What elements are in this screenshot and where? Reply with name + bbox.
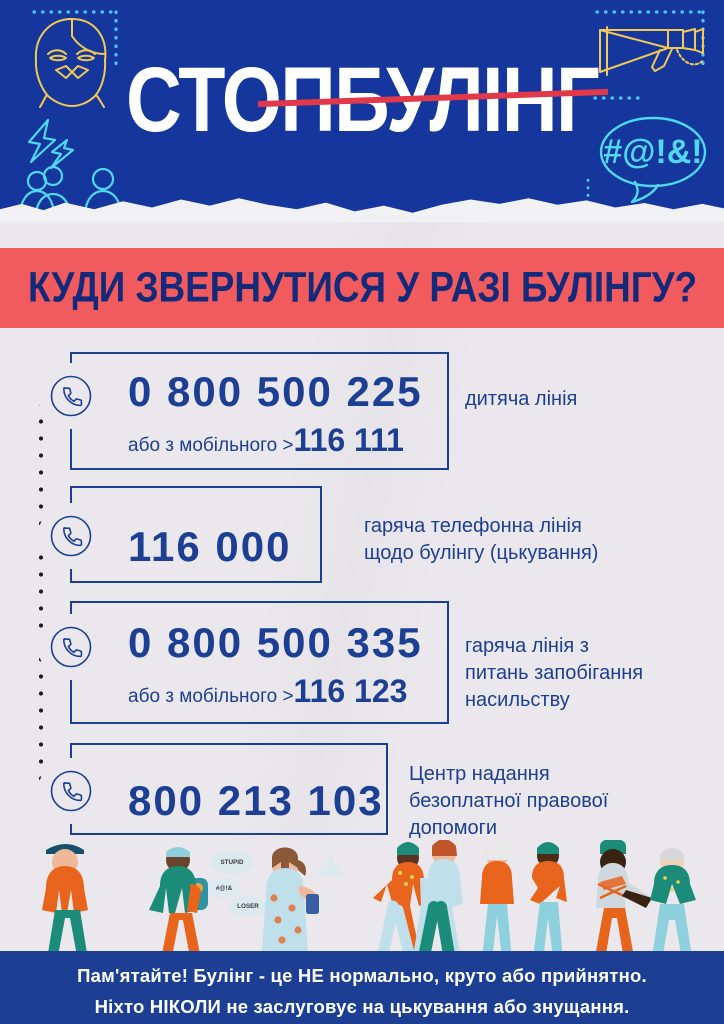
svg-text:LOSER: LOSER — [237, 903, 259, 910]
svg-text:STUPID: STUPID — [220, 859, 244, 866]
svg-text:#@!&!: #@!&! — [603, 133, 702, 171]
svg-text:#@!&: #@!& — [216, 885, 233, 892]
